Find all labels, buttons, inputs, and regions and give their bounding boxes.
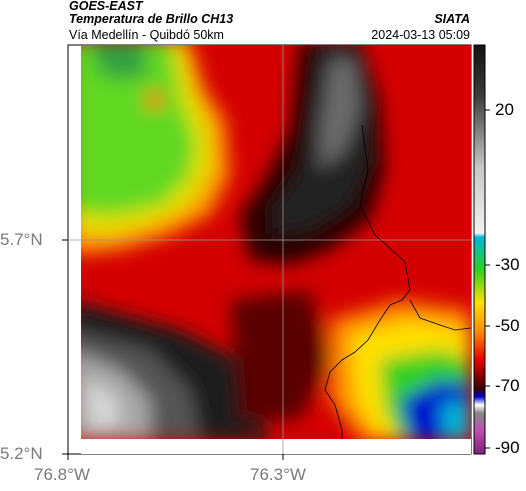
colorbar-tick-20: 20 [495,100,514,119]
source-label: SIATA [434,12,470,26]
colorbar-tick-minus50: -50 [495,316,520,335]
satellite-title: GOES-EAST [69,0,143,13]
lat-label-5-2: 5.2°N [0,444,43,463]
lon-label-76-8: 76.8°W [34,465,90,484]
colorbar-tick-minus90: -90 [495,438,520,457]
colorbar [473,44,486,455]
datetime-label: 2024-03-13 05:09 [371,28,470,42]
country-border [324,124,411,439]
satellite-imagery [81,45,471,439]
department-border [409,299,472,331]
lon-label-76-3: 76.3°W [250,465,306,484]
region-subtitle: Vía Medellín - Quibdó 50km [69,28,224,42]
lat-label-5-7: 5.7°N [0,230,43,249]
colorbar-tick-minus70: -70 [495,376,520,395]
colorbar-tick-minus30: -30 [495,255,520,274]
product-title: Temperatura de Brillo CH13 [69,12,234,26]
